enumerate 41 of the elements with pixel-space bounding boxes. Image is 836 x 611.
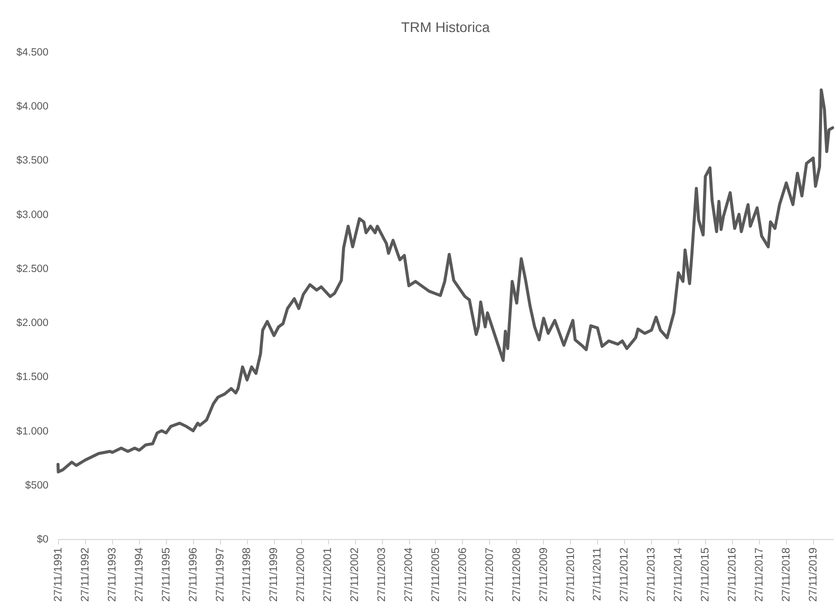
x-tick-label: 27/11/2003 (376, 548, 388, 602)
x-tick-label: 27/11/1997 (214, 548, 226, 602)
x-tick-label: 27/11/2010 (564, 548, 577, 602)
x-tick-label: 27/11/1991 (52, 548, 64, 602)
x-tick-label: 27/11/1994 (133, 548, 146, 602)
x-tick-label: 27/11/2005 (430, 548, 442, 602)
x-tick-label: 27/11/2013 (646, 548, 658, 602)
y-tick-label: $3.500 (16, 154, 49, 167)
x-tick-label: 27/11/2002 (349, 548, 362, 602)
y-tick-label: $1.000 (16, 425, 49, 438)
x-tick-label: 27/11/2017 (754, 548, 766, 602)
y-tick-label: $4.500 (16, 46, 49, 58)
x-tick-label: 27/11/1999 (268, 548, 280, 602)
x-tick-label: 27/11/2001 (322, 548, 334, 602)
x-tick-label: 27/11/2004 (403, 548, 416, 602)
x-tick-label: 27/11/2000 (295, 548, 308, 602)
y-tick-label: $2.500 (16, 262, 49, 275)
x-tick-label: 27/11/1993 (106, 548, 118, 602)
x-tick-label: 27/11/2008 (510, 548, 523, 602)
x-tick-label: 27/11/1992 (80, 548, 92, 602)
x-tick-label: 27/11/2014 (672, 548, 685, 602)
x-tick-label: 27/11/2009 (538, 548, 550, 602)
y-tick-label: $500 (25, 479, 49, 492)
x-tick-label: 27/11/1996 (187, 548, 200, 602)
chart-title: TRM Historica (401, 19, 490, 35)
y-tick-label: $4.000 (16, 100, 49, 113)
y-tick-label: $2.000 (16, 317, 49, 330)
x-tick-label: 27/11/2012 (618, 548, 631, 602)
y-tick-label: $1.500 (16, 371, 49, 384)
x-tick-label: 27/11/2018 (780, 548, 792, 602)
line-series (56, 88, 834, 474)
x-tick-label: 27/11/2019 (807, 548, 820, 602)
y-tick-label: $0 (36, 534, 49, 546)
x-tick-label: 27/11/1998 (241, 548, 254, 602)
x-tick-label: 27/11/2007 (484, 548, 496, 602)
x-tick-label: 27/11/1995 (160, 548, 172, 602)
x-tick-label: 27/11/2016 (726, 548, 739, 602)
x-tick-label: 27/11/2011 (592, 548, 604, 601)
x-tick-label: 27/11/2015 (700, 548, 712, 602)
y-tick-label: $3.000 (16, 208, 49, 221)
x-tick-label: 27/11/2006 (456, 548, 469, 602)
